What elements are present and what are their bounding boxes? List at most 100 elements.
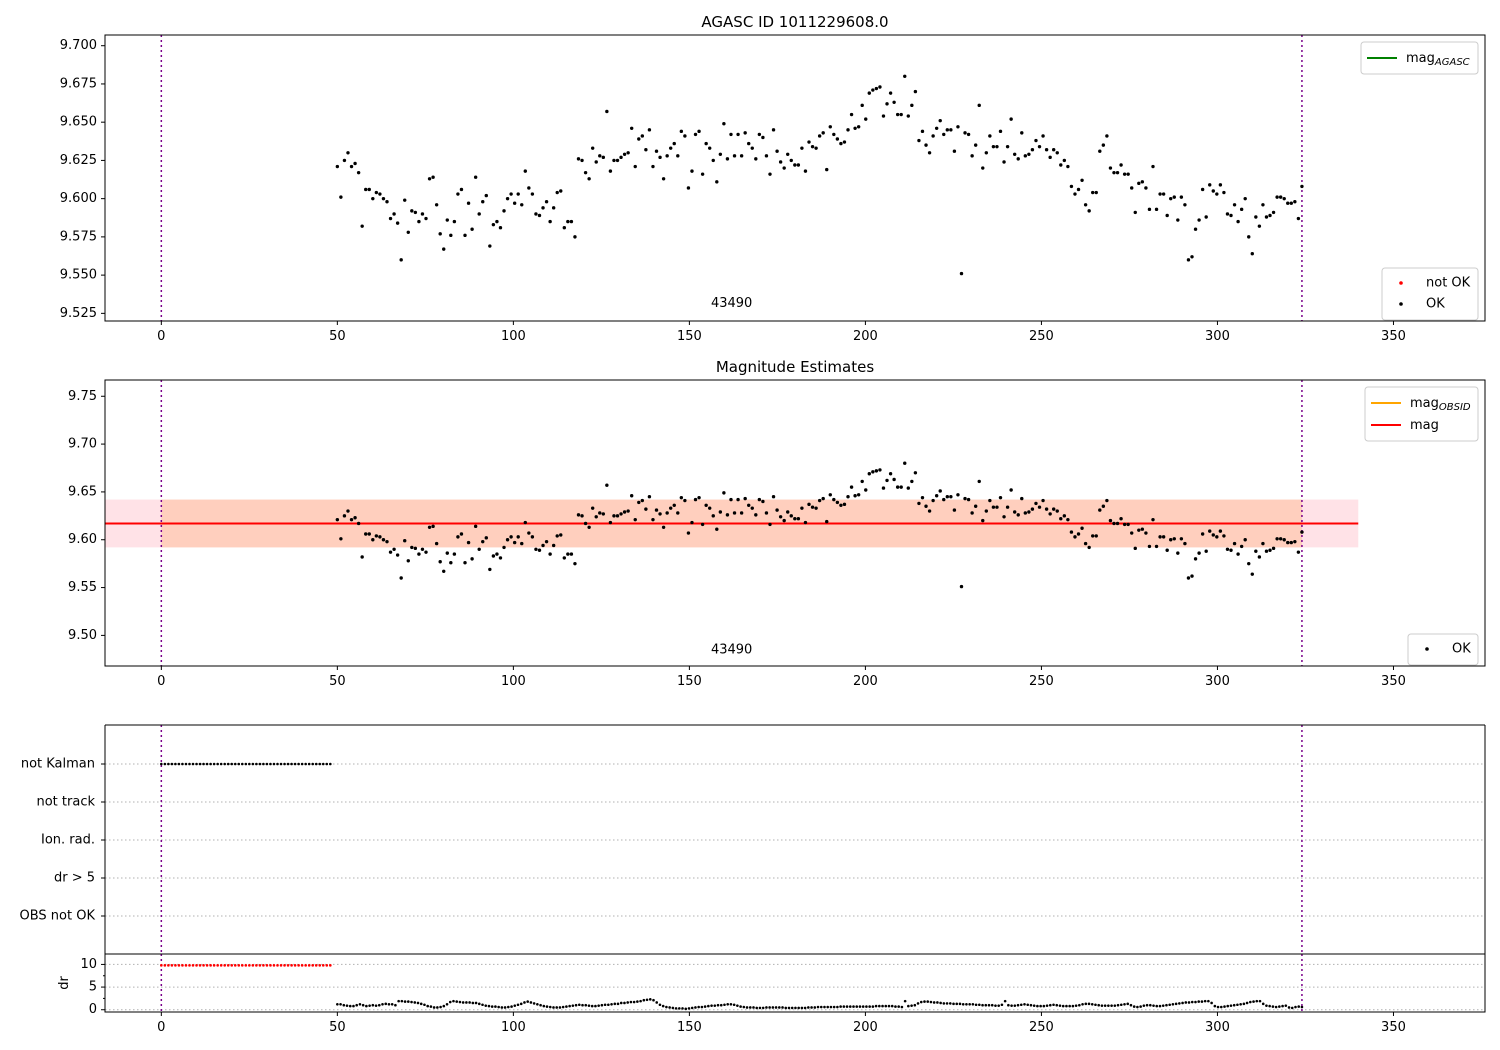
magest-point	[1257, 555, 1262, 559]
dr-point	[1013, 1004, 1017, 1007]
flag-point	[174, 762, 177, 766]
magest-point	[1083, 541, 1088, 546]
magest-point	[1122, 522, 1127, 527]
magest-point	[874, 469, 879, 473]
dr-point	[668, 1006, 671, 1009]
agasc-point	[637, 137, 641, 141]
dr-point	[813, 1006, 817, 1009]
agasc-xtick-label: 50	[329, 329, 346, 344]
panel-agasc-title: AGASC ID 1011229608.0	[701, 13, 888, 31]
magest-point	[637, 500, 641, 505]
agasc-point	[449, 233, 453, 238]
dr-bad-point	[311, 964, 315, 967]
dr-point	[797, 1006, 800, 1010]
dr-xtick-label: 200	[853, 1020, 878, 1035]
dr-point	[1000, 1003, 1004, 1007]
magest-point	[410, 545, 414, 550]
dr-point	[448, 1000, 452, 1004]
magest-point	[747, 503, 751, 508]
dr-point	[987, 1003, 991, 1007]
dr-point	[587, 1004, 591, 1007]
agasc-point	[757, 132, 762, 137]
agasc-point	[1055, 151, 1059, 155]
dr-point	[507, 1005, 510, 1009]
agasc-point	[1208, 183, 1212, 187]
agasc-point	[1051, 148, 1056, 152]
dr-point	[871, 1005, 875, 1008]
dr-point	[800, 1006, 804, 1010]
magest-point	[1030, 507, 1035, 511]
agasc-point	[711, 158, 715, 163]
dr-point	[1239, 1002, 1242, 1006]
dr-point	[1103, 1004, 1107, 1007]
dr-point	[955, 1002, 959, 1006]
agasc-point	[346, 151, 350, 155]
dr-bad-point	[170, 964, 174, 967]
dr-point	[910, 1004, 913, 1007]
agasc-point	[846, 128, 850, 132]
magest-point	[1091, 534, 1095, 538]
agasc-point	[392, 212, 396, 216]
magest-ytick-label: 9.70	[68, 437, 97, 452]
magest-point	[920, 495, 925, 500]
dr-point	[907, 1004, 910, 1008]
dr-point	[590, 1004, 594, 1008]
dr-point	[913, 1003, 917, 1007]
dr-point	[945, 1002, 949, 1005]
flag-point	[255, 762, 258, 766]
dr-point	[1016, 1003, 1020, 1007]
agasc-point	[856, 125, 861, 129]
flag-point	[262, 762, 265, 766]
magest-point	[871, 470, 875, 474]
dr-point	[719, 1003, 723, 1007]
agasc-point	[786, 152, 790, 156]
magest-point	[1062, 514, 1067, 518]
flag-category-label: OBS not OK	[20, 909, 96, 924]
magest-point	[509, 535, 513, 539]
dr-point	[1058, 1004, 1062, 1007]
magest-point	[559, 533, 563, 537]
agasc-ytick-label: 9.550	[60, 268, 97, 283]
magest-point	[686, 531, 691, 535]
agasc-point	[534, 212, 538, 216]
magest-point	[1211, 533, 1215, 537]
agasc-ytick-label: 9.675	[60, 76, 97, 91]
dr-point	[571, 1004, 575, 1007]
dr-bad-point	[181, 964, 184, 967]
dr-point	[458, 1000, 462, 1004]
dr-point	[1007, 1003, 1010, 1007]
magest-point	[417, 552, 421, 556]
dr-point	[1113, 1004, 1117, 1007]
agasc-point	[995, 144, 999, 149]
dr-xtick-label: 350	[1381, 1020, 1406, 1035]
dr-point	[355, 1003, 359, 1007]
agasc-point	[750, 146, 754, 150]
dr-point	[952, 1002, 955, 1006]
dr-point	[765, 1006, 768, 1009]
agasc-xtick-label: 200	[853, 329, 878, 344]
magest-point	[587, 525, 591, 530]
agasc-point	[353, 161, 357, 166]
magest-point	[1119, 516, 1123, 521]
magest-point	[1208, 529, 1212, 533]
dr-point	[819, 1005, 823, 1009]
magest-point	[931, 498, 935, 503]
agasc-legend-text: mag	[1406, 51, 1435, 66]
dr-point	[1245, 1001, 1249, 1005]
magest-point	[1108, 518, 1113, 523]
dr-point	[861, 1005, 865, 1008]
flag-point	[286, 762, 290, 766]
magest-point	[367, 532, 371, 536]
agasc-point	[679, 129, 684, 134]
dr-point	[984, 1003, 988, 1007]
dr-point	[684, 1007, 688, 1011]
flag-point	[160, 762, 163, 766]
dr-point	[429, 1005, 433, 1008]
agasc-point	[920, 129, 925, 134]
dr-point	[884, 1004, 888, 1008]
agasc-point	[1005, 144, 1010, 149]
agasc-point	[484, 193, 488, 198]
magest-point	[995, 505, 999, 509]
dr-point	[397, 999, 400, 1003]
dr-point	[810, 1006, 813, 1009]
